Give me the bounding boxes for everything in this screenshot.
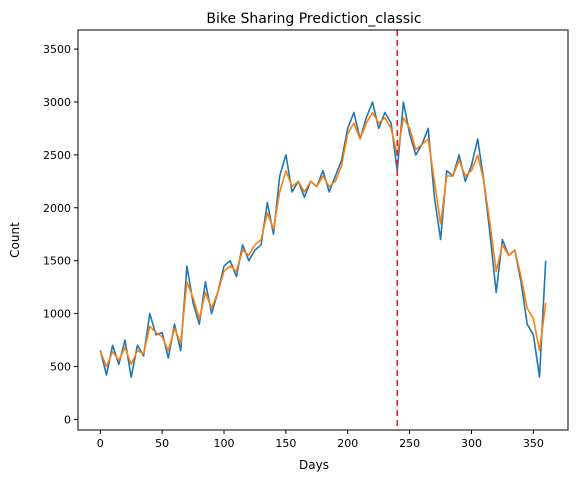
y-tick-label: 2500	[43, 149, 71, 162]
x-tick-label: 350	[523, 437, 544, 450]
y-tick-label: 3000	[43, 96, 71, 109]
y-tick-label: 0	[64, 413, 71, 426]
y-tick-label: 2000	[43, 202, 71, 215]
x-tick-label: 50	[155, 437, 169, 450]
x-tick-label: 0	[97, 437, 104, 450]
y-tick-label: 1000	[43, 308, 71, 321]
plot-area: 0 50 100 150 200 250 300 3500500100015002000250…	[43, 29, 569, 450]
x-tick-label: 100	[214, 437, 235, 450]
y-tick-label: 500	[50, 361, 71, 374]
chart-title: Bike Sharing Prediction_classic	[206, 11, 421, 27]
plot-frame	[77, 29, 569, 431]
x-axis-label: Days	[299, 458, 329, 472]
series-actual-line	[99, 101, 547, 378]
x-tick-label: 200	[337, 437, 358, 450]
x-tick-label: 300	[461, 437, 482, 450]
y-tick-label: 1500	[43, 255, 71, 268]
x-tick-label: 150	[275, 437, 296, 450]
x-tick-label: 250	[399, 437, 420, 450]
series-prediction-line	[99, 111, 547, 368]
y-axis-label: Count	[8, 222, 22, 258]
y-tick-label: 3500	[43, 43, 71, 56]
